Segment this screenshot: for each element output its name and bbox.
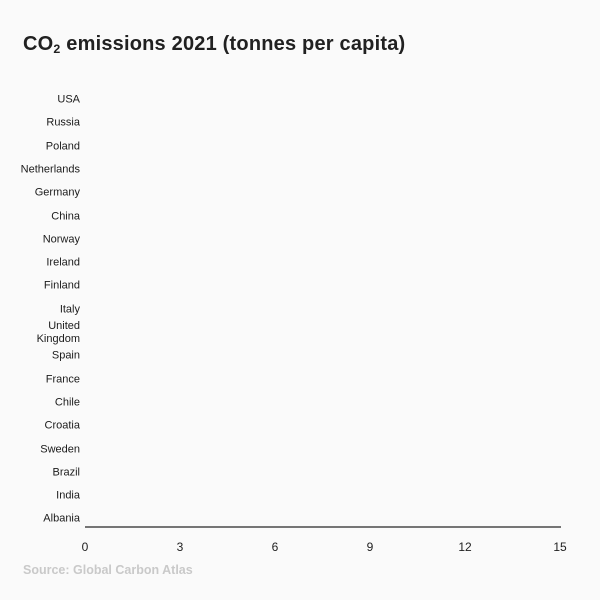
x-axis-tick-label: 15 [553, 540, 567, 554]
y-axis-label: Chile [54, 396, 80, 409]
y-axis-label: USA [57, 93, 80, 106]
y-axis-label: Sweden [40, 443, 80, 455]
chart-title-rest: emissions 2021 (tonnes per capita) [60, 33, 406, 55]
y-axis-label: United Kingdom [36, 320, 80, 345]
x-axis-tick-label: 12 [458, 540, 472, 554]
y-axis-label: Russia [46, 116, 80, 129]
x-axis-line [85, 526, 561, 528]
y-axis-label: Netherlands [20, 163, 80, 176]
y-axis-label: Poland [45, 140, 80, 153]
y-axis-label: Ireland [46, 256, 80, 269]
y-axis-label: Italy [59, 303, 80, 316]
x-axis-tick-label: 3 [176, 540, 184, 554]
chart-title-prefix: CO [23, 33, 54, 55]
y-axis-label: India [56, 489, 80, 502]
y-axis-label: Germany [34, 186, 80, 199]
y-axis-label: France [45, 373, 80, 386]
y-axis-label: Finland [43, 279, 80, 292]
x-axis-tick-label: 0 [81, 540, 89, 554]
y-axis-label: China [51, 210, 80, 222]
x-axis-tick-label: 9 [366, 540, 374, 554]
y-axis-label: Spain [51, 349, 80, 362]
y-axis-label: Albania [43, 512, 80, 525]
y-axis-label: Norway [42, 233, 80, 246]
source-caption: Source: Global Carbon Atlas [23, 563, 193, 577]
y-axis-label: Croatia [44, 419, 80, 432]
chart-title: CO2 emissions 2021 (tonnes per capita) [23, 33, 405, 56]
y-axis-label: Brazil [52, 466, 80, 479]
chart-title-subscript: 2 [53, 42, 61, 57]
x-axis-tick-label: 6 [271, 540, 279, 554]
